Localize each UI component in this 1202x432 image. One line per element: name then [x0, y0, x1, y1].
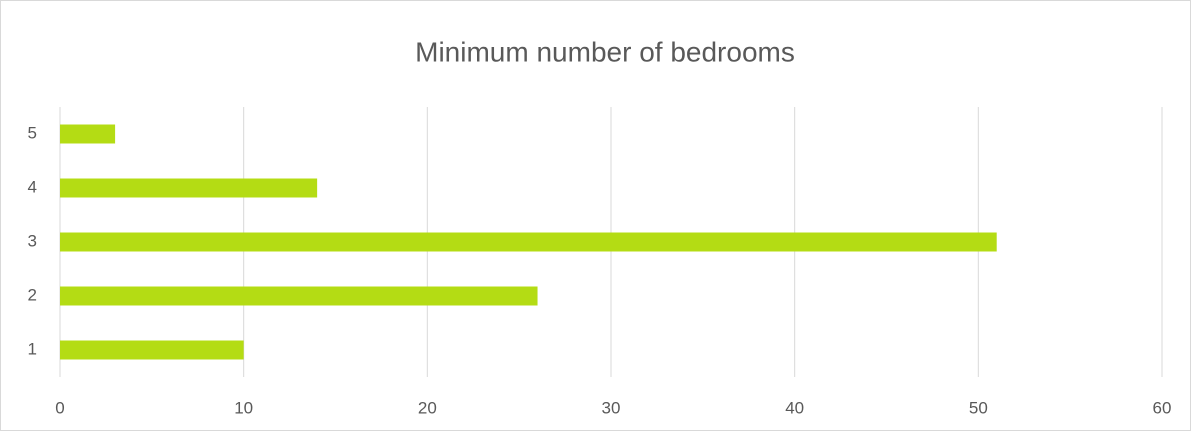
x-tick-label: 30 — [602, 398, 621, 417]
bar — [60, 340, 244, 360]
x-tick-label: 10 — [234, 398, 253, 417]
y-tick-label: 1 — [28, 339, 37, 358]
x-tick-label: 0 — [55, 398, 64, 417]
x-tick-label: 40 — [785, 398, 804, 417]
y-tick-label: 4 — [28, 177, 37, 196]
y-tick-label: 5 — [28, 123, 37, 142]
bar — [60, 286, 538, 306]
y-tick-label: 2 — [28, 285, 37, 304]
chart-title: Minimum number of bedrooms — [415, 36, 795, 67]
x-tick-label: 50 — [969, 398, 988, 417]
bar — [60, 232, 997, 252]
bar — [60, 124, 116, 144]
y-tick-label: 3 — [28, 231, 37, 250]
x-tick-label: 60 — [1153, 398, 1172, 417]
bar — [60, 178, 318, 198]
x-tick-label: 20 — [418, 398, 437, 417]
